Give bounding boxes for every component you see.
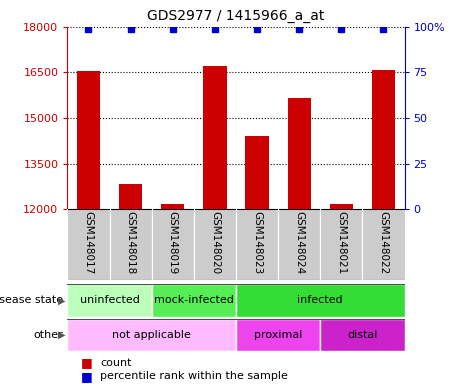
Text: percentile rank within the sample: percentile rank within the sample: [100, 371, 288, 381]
Bar: [161, 204, 184, 209]
Bar: [320, 319, 405, 351]
Text: GSM148020: GSM148020: [210, 212, 220, 275]
Bar: [152, 209, 194, 280]
Bar: [236, 284, 405, 317]
Bar: [278, 209, 320, 280]
Text: GSM148024: GSM148024: [294, 212, 304, 275]
Text: GSM148017: GSM148017: [84, 212, 93, 275]
Title: GDS2977 / 1415966_a_at: GDS2977 / 1415966_a_at: [147, 9, 325, 23]
Text: ▶: ▶: [58, 330, 65, 340]
Text: not applicable: not applicable: [112, 330, 191, 340]
Bar: [236, 209, 278, 280]
Text: distal: distal: [347, 330, 378, 340]
Text: mock-infected: mock-infected: [154, 295, 234, 306]
Text: uninfected: uninfected: [80, 295, 140, 306]
Text: GSM148023: GSM148023: [252, 212, 262, 275]
Bar: [203, 66, 226, 209]
Bar: [246, 136, 269, 209]
Text: other: other: [33, 330, 63, 340]
Bar: [320, 209, 362, 280]
Text: GSM148021: GSM148021: [336, 212, 346, 275]
Text: GSM148022: GSM148022: [379, 212, 388, 275]
Bar: [67, 319, 236, 351]
Bar: [152, 284, 236, 317]
Bar: [362, 209, 405, 280]
Text: GSM148019: GSM148019: [168, 212, 178, 275]
Text: GSM148018: GSM148018: [126, 212, 136, 275]
Text: ▶: ▶: [58, 295, 65, 306]
Bar: [330, 204, 353, 209]
Bar: [110, 209, 152, 280]
Text: count: count: [100, 358, 132, 368]
Text: ■: ■: [81, 356, 93, 369]
Text: ■: ■: [81, 370, 93, 383]
Bar: [77, 71, 100, 209]
Bar: [119, 184, 142, 209]
Text: proximal: proximal: [254, 330, 302, 340]
Bar: [288, 98, 311, 209]
Bar: [372, 70, 395, 209]
Bar: [236, 319, 320, 351]
Bar: [67, 284, 152, 317]
Text: disease state: disease state: [0, 295, 63, 306]
Text: infected: infected: [298, 295, 343, 306]
Bar: [194, 209, 236, 280]
Bar: [67, 209, 110, 280]
